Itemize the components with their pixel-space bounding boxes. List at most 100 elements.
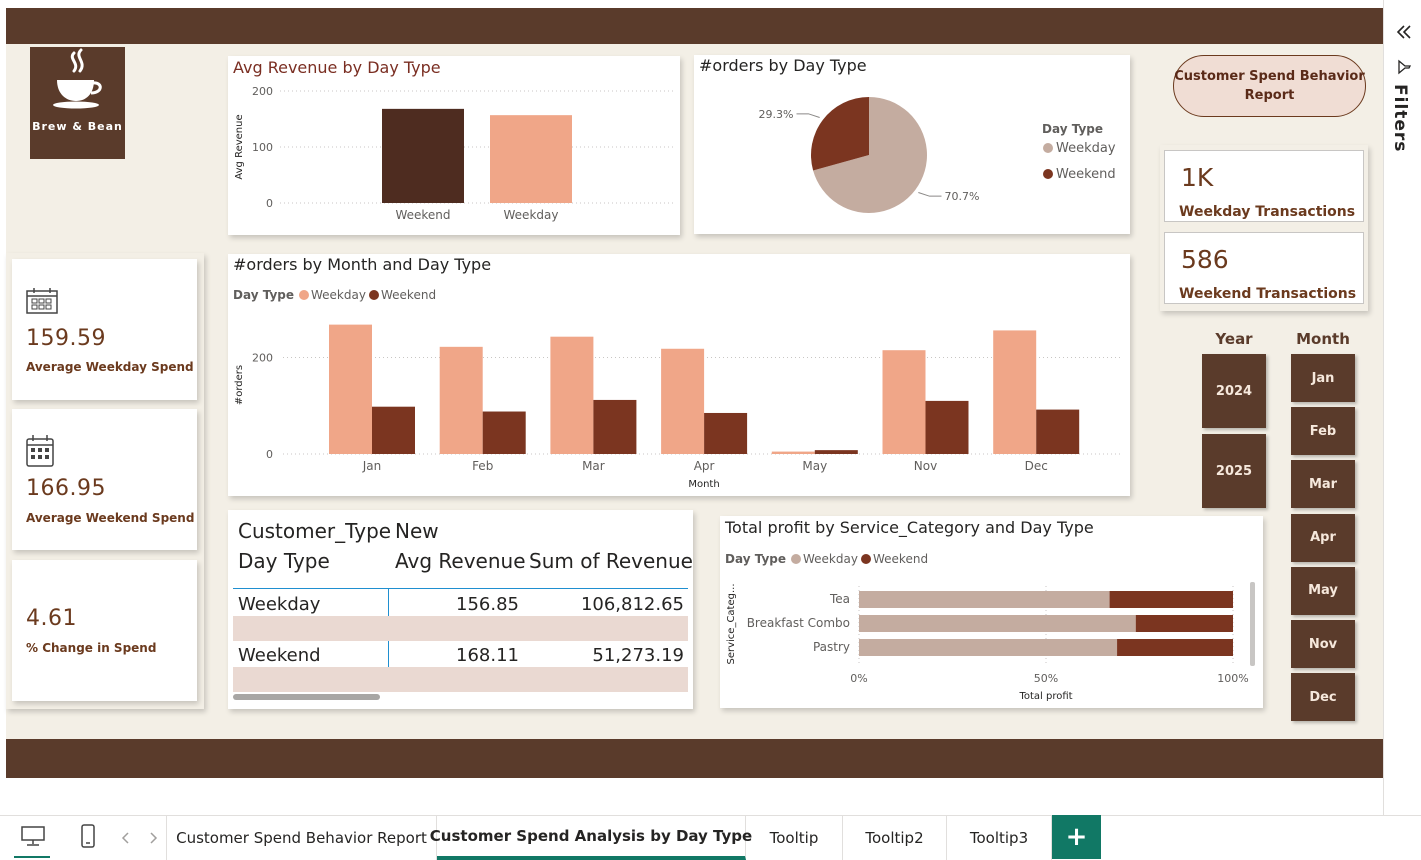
weekend-transactions-card: 586 Weekend Transactions [1164, 232, 1364, 304]
calendar-icon [26, 435, 54, 467]
row-avg-revenue: 168.11 [456, 645, 519, 666]
bar [814, 450, 858, 454]
year-slicer-header: Year [1215, 330, 1253, 348]
desktop-view-icon[interactable] [20, 825, 46, 847]
filters-pane[interactable] [1383, 0, 1421, 815]
y-tick-label: Tea [829, 592, 850, 606]
coffee-cup-icon [53, 48, 102, 109]
vertical-scrollbar[interactable] [1250, 582, 1255, 666]
tab-customer-spend-analysis[interactable]: Customer Spend Analysis by Day Type [430, 816, 752, 860]
x-axis-label: Total profit [1018, 691, 1072, 702]
report-title-pill[interactable]: Customer Spend Behavior Report [1173, 55, 1366, 117]
legend-label: Weekend [873, 552, 928, 566]
add-page-button[interactable]: + [1052, 815, 1101, 859]
bar [1135, 615, 1233, 632]
y-tick-label: Breakfast Combo [747, 616, 850, 630]
year-slicer-item[interactable]: 2024 [1202, 354, 1266, 428]
legend-marker [791, 554, 801, 564]
mobile-view-icon[interactable] [80, 823, 96, 849]
month-slicer-item[interactable]: Nov [1291, 620, 1355, 668]
transactions-label: Weekend Transactions [1179, 286, 1357, 302]
bar [859, 591, 1110, 608]
row-header-day-type[interactable]: Day Type [238, 549, 330, 573]
x-tick-label: 100% [1217, 672, 1248, 685]
profit-category-chart[interactable]: Total profit by Service_Category and Day… [720, 516, 1263, 708]
bar [482, 411, 526, 454]
month-slicer-item[interactable]: Jan [1291, 354, 1355, 402]
row-day-type: Weekend [238, 645, 321, 666]
row-day-type: Weekday [238, 594, 321, 615]
legend-title: Day Type [233, 288, 294, 302]
row-sum-revenue: 51,273.19 [592, 645, 684, 666]
legend-title: Day Type [725, 552, 786, 566]
kpi-value: 4.61 [26, 606, 77, 631]
orders-pie-chart[interactable]: #orders by Day Type 70.7% 29.3% Day Type We… [694, 55, 1130, 234]
bar [550, 336, 594, 454]
pie-data-label: 70.7% [944, 190, 979, 203]
tab-customer-spend-behavior-report[interactable]: Customer Spend Behavior Report [167, 816, 437, 860]
x-tick-label: Weekend [395, 208, 450, 222]
bar [993, 330, 1037, 454]
bar [593, 399, 637, 454]
bar [1117, 639, 1233, 656]
x-tick-label: Dec [1025, 459, 1048, 473]
legend-marker [299, 290, 309, 300]
y-tick-label: 100 [252, 141, 273, 154]
bar [661, 348, 705, 454]
y-tick-label: Pastry [813, 640, 850, 654]
month-slicer-item[interactable]: Mar [1291, 460, 1355, 509]
kpi-weekend-spend: 166.95 Average Weekend Spend [12, 409, 197, 550]
month-slicer-item[interactable]: Feb [1291, 407, 1355, 456]
bar [859, 639, 1118, 656]
filter-icon [1398, 59, 1412, 75]
transactions-value: 586 [1181, 245, 1229, 274]
avg-revenue-chart[interactable]: Avg Revenue by Day Type 0 100 200 Avg Reven… [228, 56, 680, 235]
column-header-new[interactable]: New [395, 519, 439, 543]
top-strip [0, 0, 1383, 8]
horizontal-scrollbar[interactable] [233, 694, 380, 700]
header-bar [6, 8, 1383, 44]
tab-tooltip2[interactable]: Tooltip2 [843, 816, 947, 860]
month-slicer-item[interactable]: Dec [1291, 673, 1355, 722]
filters-label[interactable]: Filters [1390, 84, 1410, 153]
orders-pie-svg: 70.7% 29.3% Day Type Weekday Weekend [759, 97, 1116, 213]
pie-leader-line [918, 192, 942, 197]
month-slicer-item[interactable]: Apr [1291, 513, 1355, 562]
header-divider [233, 588, 688, 589]
bar [382, 108, 464, 203]
tab-tooltip3[interactable]: Tooltip3 [947, 816, 1052, 860]
legend-marker [1043, 169, 1053, 179]
bar [490, 115, 572, 203]
kpi-label: Average Weekday Spend [26, 360, 194, 374]
bar [925, 400, 969, 454]
bar [329, 324, 372, 454]
chevron-left-icon[interactable] [121, 832, 131, 844]
bar [882, 350, 926, 454]
y-tick-label: 0 [266, 197, 273, 210]
month-slicer-item[interactable]: May [1291, 566, 1355, 615]
year-slicer-item[interactable]: 2025 [1202, 434, 1266, 508]
column-header-sum-revenue[interactable]: Sum of Revenue [529, 549, 693, 573]
y-tick-label: 200 [252, 351, 273, 364]
profit-category-svg: Day Type Weekday Weekend 0% 50% 100% Total pro… [725, 552, 1249, 702]
chart-title: Avg Revenue by Day Type [233, 58, 441, 77]
y-axis-label: #orders [234, 365, 245, 405]
orders-month-chart[interactable]: #orders by Month and Day Type 0 200 #order… [228, 254, 1130, 496]
tab-tooltip[interactable]: Tooltip [746, 816, 843, 860]
legend-label: Weekday [311, 288, 366, 302]
x-tick-label: Weekday [504, 208, 559, 222]
legend-marker [861, 554, 871, 564]
column-header-customer-type[interactable]: Customer_Type [238, 519, 392, 543]
month-slicer-header: Month [1296, 330, 1350, 348]
revenue-matrix[interactable]: Customer_Type New Day Type Avg Revenue S… [228, 510, 693, 709]
legend-label: Weekday [803, 552, 858, 566]
bar [771, 451, 815, 454]
y-axis-label: Avg Revenue [234, 114, 245, 179]
chart-title: #orders by Month and Day Type [233, 255, 492, 274]
collapse-pane-icon[interactable] [1394, 22, 1414, 42]
chart-title: #orders by Day Type [699, 56, 867, 75]
bar [859, 615, 1136, 632]
column-header-avg-revenue[interactable]: Avg Revenue [395, 549, 526, 573]
x-tick-label: Jan [362, 459, 382, 473]
chevron-right-icon[interactable] [148, 832, 158, 844]
